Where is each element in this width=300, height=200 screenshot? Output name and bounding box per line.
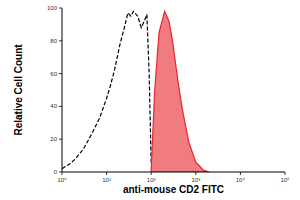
x-axis (62, 172, 285, 173)
x-tick (195, 172, 196, 175)
x-tick-label: 10⁰ (57, 177, 67, 183)
y-tick (59, 8, 62, 9)
y-tick (59, 172, 62, 173)
histogram-area (151, 11, 209, 172)
plot-area (62, 11, 209, 172)
y-tick-label: 40 (50, 103, 57, 109)
y-tick-label: 0 (54, 169, 58, 175)
y-tick-label: 80 (50, 38, 57, 44)
y-tick (59, 106, 62, 107)
histogram-line (62, 11, 151, 168)
x-tick (106, 172, 107, 175)
x-tick-label: 10⁴ (236, 177, 246, 183)
x-tick (151, 172, 152, 175)
x-tick (62, 172, 63, 175)
y-tick-label: 20 (50, 136, 57, 142)
x-tick-label: 10¹ (102, 177, 111, 183)
y-axis-label: Relative Cell Count (13, 44, 24, 136)
x-tick-label: 10⁵ (280, 177, 290, 183)
x-axis-label: anti-mouse CD2 FITC (123, 184, 224, 195)
x-tick-label: 10³ (191, 177, 200, 183)
y-tick (59, 139, 62, 140)
y-tick (59, 73, 62, 74)
x-tick (285, 172, 286, 175)
x-tick-label: 10² (147, 177, 156, 183)
y-tick (59, 40, 62, 41)
y-axis (62, 8, 63, 172)
chart: 0 20 40 60 80 100 10⁰ 10¹ 10² 10³ 10⁴ 10⁵ anti-mouse… (0, 0, 300, 200)
x-tick (240, 172, 241, 175)
y-tick-label: 60 (50, 71, 57, 77)
y-tick-label: 100 (47, 5, 58, 11)
